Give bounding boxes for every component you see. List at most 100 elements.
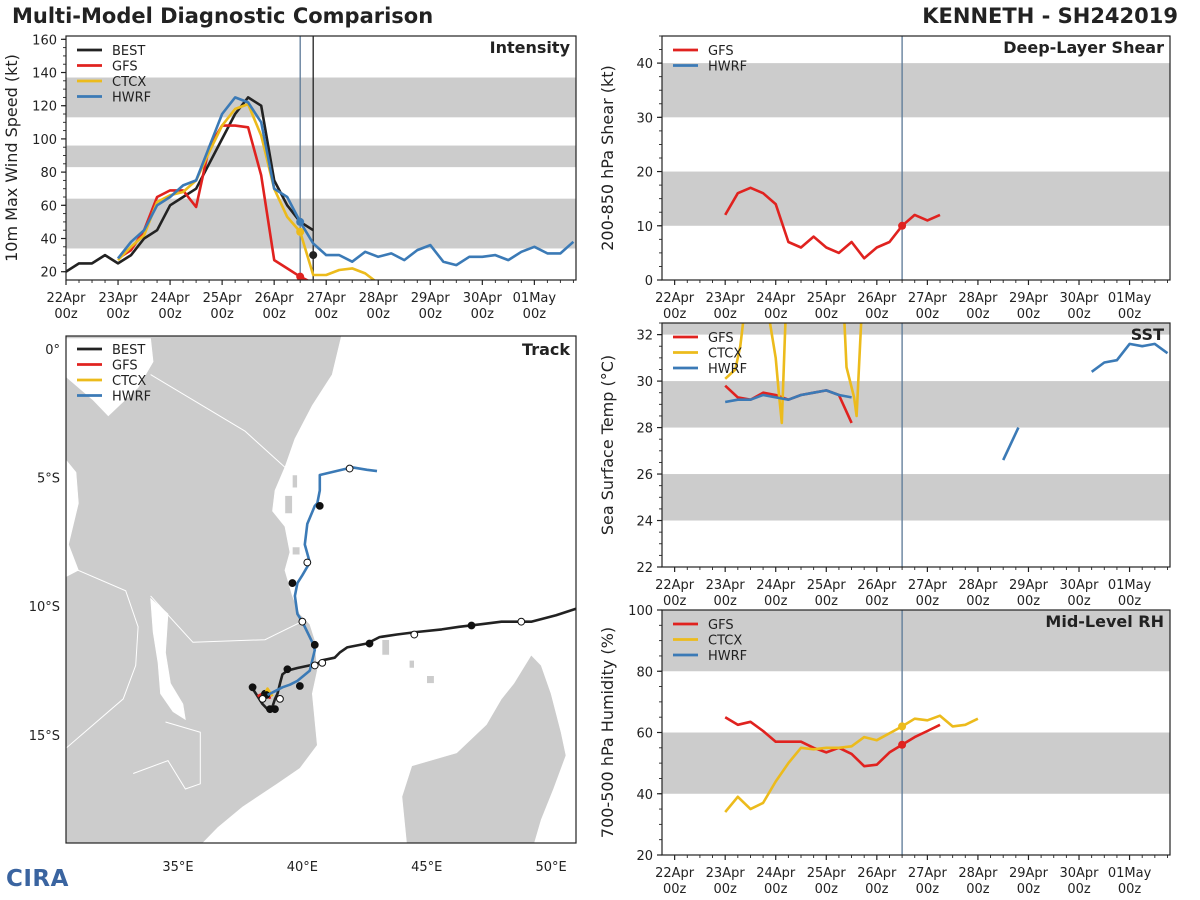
x-tick-label-date: 22Apr — [655, 578, 695, 593]
plot-area — [66, 36, 576, 280]
series-hwrf-line — [1002, 427, 1020, 461]
series-ctcx-line — [117, 102, 377, 280]
x-tick-label-hour: 00z — [966, 307, 990, 322]
x-tick-label-hour: 00z — [1067, 307, 1091, 322]
y-tick-label: 40 — [40, 233, 57, 248]
x-tick-label-date: 29Apr — [1009, 291, 1049, 306]
x-tick-label-hour: 00z — [1067, 594, 1091, 609]
x-tick-label-date: 25Apr — [203, 291, 243, 306]
x-tick-label-date: 24Apr — [756, 578, 796, 593]
y-tick-label: 20 — [40, 266, 57, 281]
x-tick-label-hour: 00z — [1118, 594, 1142, 609]
band-0 — [662, 474, 1170, 521]
track-hwrf-point — [295, 682, 304, 690]
rh-panel: 2040608010022Apr00z23Apr00z24Apr00z25Apr… — [598, 604, 1171, 897]
x-tick-label-hour: 00z — [916, 882, 940, 897]
x-tick-label-date: 29Apr — [411, 291, 451, 306]
x-tick-label-hour: 00z — [367, 307, 391, 322]
x-tick-label-hour: 00z — [262, 307, 286, 322]
x-tick-label-hour: 00z — [916, 594, 940, 609]
x-tick-label-date: 22Apr — [655, 291, 695, 306]
y-tick-label: 120 — [32, 100, 57, 115]
series-hwrf-line — [724, 389, 852, 404]
x-tick-label-date: 27Apr — [908, 578, 948, 593]
x-tick-label-date: 24Apr — [756, 291, 796, 306]
band-2 — [662, 323, 1170, 335]
x-tick-label-date: 26Apr — [857, 578, 897, 593]
x-tick-label-hour: 00z — [1017, 594, 1041, 609]
track-best-point — [271, 705, 279, 714]
y-tick-label: 40 — [636, 788, 653, 803]
legend-hwrf-label: HWRF — [708, 649, 747, 664]
marker-hwrf — [296, 217, 305, 226]
y-tick-label: 26 — [636, 468, 653, 483]
land-mafia — [292, 546, 301, 556]
plot-area — [662, 36, 1170, 280]
lat-label: 0° — [45, 343, 60, 358]
cira-logo: CIRA — [6, 866, 69, 892]
x-tick-label-date: 01May — [513, 291, 557, 306]
y-tick-label: 60 — [40, 199, 57, 214]
x-tick-label-date: 27Apr — [307, 291, 347, 306]
land-comoros-grande — [381, 639, 390, 656]
plot-area — [662, 323, 1170, 567]
x-tick-label-date: 30Apr — [1059, 291, 1099, 306]
series-ctcx-line — [724, 323, 863, 425]
land-zanzibar — [284, 495, 293, 514]
track-hwrf-point — [310, 661, 319, 670]
x-tick-label-hour: 00z — [1067, 882, 1091, 897]
x-tick-label-date: 24Apr — [756, 866, 796, 881]
marker-gfs — [898, 221, 907, 230]
legend-gfs-label: GFS — [112, 359, 138, 374]
x-tick-label-hour: 00z — [764, 882, 788, 897]
y-axis-label: 200-850 hPa Shear (kt) — [598, 65, 617, 251]
x-tick-label-date: 23Apr — [99, 291, 139, 306]
band-0 — [662, 732, 1170, 794]
x-tick-label-date: 30Apr — [1059, 866, 1099, 881]
y-tick-label: 28 — [636, 422, 653, 437]
legend-ctcx-label: CTCX — [112, 75, 146, 90]
x-tick-label-hour: 00z — [419, 307, 443, 322]
x-tick-label-hour: 00z — [966, 594, 990, 609]
track-hwrf-point — [303, 558, 312, 567]
x-tick-label-hour: 00z — [865, 882, 889, 897]
series-best-line — [66, 96, 314, 273]
lon-label: 45°E — [411, 860, 442, 875]
lon-label: 40°E — [287, 860, 318, 875]
x-tick-label-date: 25Apr — [807, 866, 847, 881]
series-ctcx-line — [724, 714, 979, 813]
panel-title: SST — [1131, 325, 1164, 344]
y-tick-label: 160 — [32, 33, 57, 48]
x-tick-label-hour: 00z — [713, 307, 737, 322]
track-hwrf-point — [276, 694, 284, 703]
x-tick-label-date: 26Apr — [857, 866, 897, 881]
shear-panel: 01020304022Apr00z23Apr00z24Apr00z25Apr00… — [598, 35, 1171, 322]
x-tick-label-date: 26Apr — [255, 291, 295, 306]
legend-best-label: BEST — [112, 44, 145, 59]
x-tick-label-hour: 00z — [663, 307, 687, 322]
storm-title: KENNETH - SH242019 — [922, 4, 1178, 28]
x-tick-label-date: 28Apr — [359, 291, 399, 306]
x-tick-label-hour: 00z — [315, 307, 339, 322]
lake-malawi — [150, 597, 186, 721]
band-1 — [662, 381, 1170, 428]
x-tick-label-date: 27Apr — [908, 866, 948, 881]
y-tick-label: 30 — [636, 375, 653, 390]
legend-gfs-label: GFS — [708, 618, 734, 633]
x-tick-label-date: 30Apr — [463, 291, 503, 306]
series-hwrf-line — [1090, 342, 1169, 373]
legend-hwrf-label: HWRF — [708, 362, 747, 377]
lat-label: 10°S — [29, 600, 60, 615]
sst-panel: 22242628303222Apr00z23Apr00z24Apr00z25Ap… — [598, 322, 1171, 609]
border-kenya-tanzania — [150, 374, 286, 468]
y-tick-label: 22 — [636, 561, 653, 576]
x-tick-label-date: 28Apr — [958, 578, 998, 593]
x-tick-label-date: 23Apr — [706, 578, 746, 593]
x-tick-label-hour: 00z — [916, 307, 940, 322]
land-pemba — [292, 474, 298, 489]
y-tick-label: 100 — [32, 133, 57, 148]
lake-victoria — [66, 338, 154, 417]
lat-label: 15°S — [29, 729, 60, 744]
track-best-point — [365, 639, 374, 648]
track-best-point — [318, 658, 327, 667]
